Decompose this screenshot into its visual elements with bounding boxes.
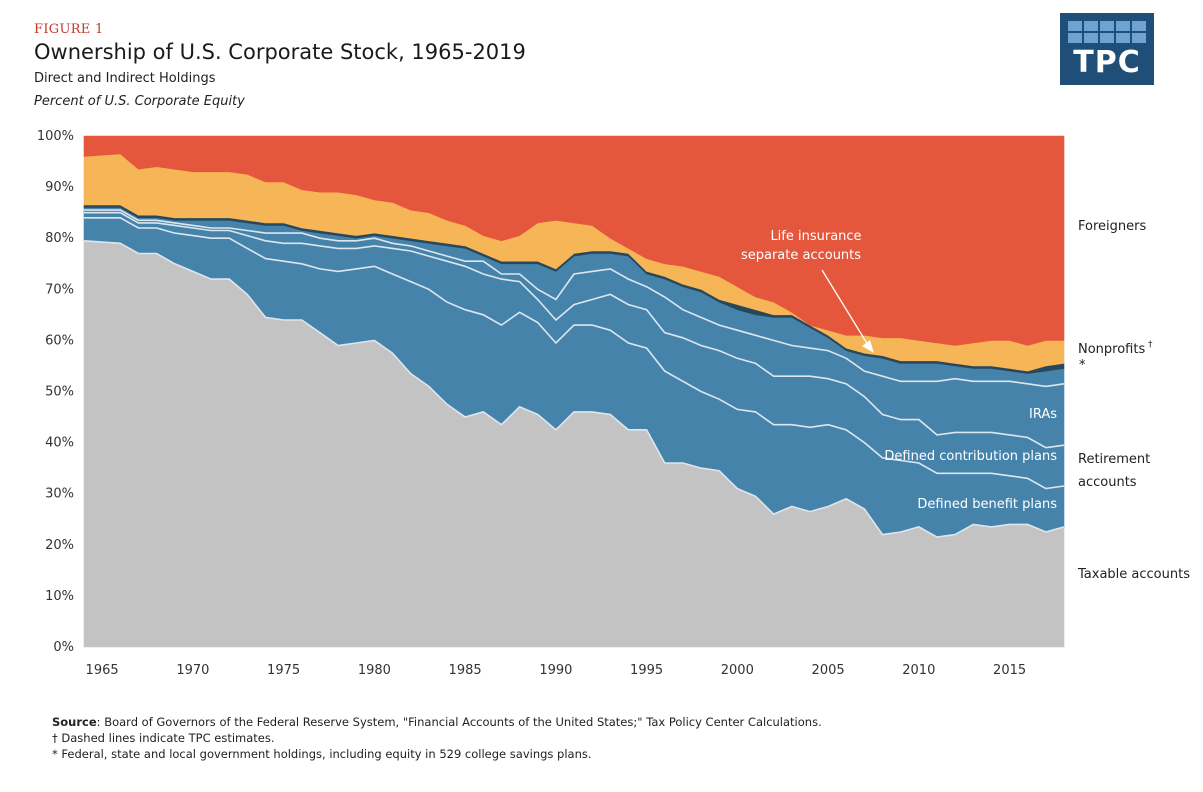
x-tick-label: 2005 [812,663,845,678]
label-nonprofits-dagger: † [1148,340,1153,350]
x-tick-label: 1990 [539,663,572,678]
area-foreigners [83,135,1065,346]
label-defined-benefit-plans: Defined benefit plans [917,497,1057,512]
dagger-note: † Dashed lines indicate TPC estimates. [52,731,275,745]
y-tick-label: 10% [45,589,74,604]
y-tick-label: 80% [45,231,74,246]
label-retirement-line1: Retirement [1078,452,1150,467]
x-tick-label: 1975 [267,663,300,678]
y-tick-label: 90% [45,180,74,195]
label-life-insurance-line2: separate accounts [741,248,861,263]
logo-grid-icon [1068,21,1146,43]
y-tick-label: 0% [53,640,74,655]
separator-taxable-accounts [83,240,1065,538]
figure-label: FIGURE 1 [34,22,104,37]
chart-units: Percent of U.S. Corporate Equity [34,94,245,109]
source-note: Source: Board of Governors of the Federa… [52,714,822,730]
x-tick-label: 1970 [176,663,209,678]
x-tick-label: 1985 [449,663,482,678]
label-iras: IRAs [1029,407,1057,422]
logo-text: TPC [1073,45,1141,80]
annotation-arrow-head [862,340,874,353]
y-tick-label: 20% [45,538,74,553]
label-foreigners: Foreigners [1078,219,1146,234]
y-tick-label: 70% [45,282,74,297]
separator-defined-benefit-plans [84,217,1065,490]
separator-defined-contribution-plans [84,211,1065,449]
x-tick-label: 1995 [630,663,663,678]
label-defined-contribution-plans: Defined contribution plans [884,449,1057,464]
series-separators [83,209,1065,538]
x-tick-label: 2000 [721,663,754,678]
y-tick-label: 30% [45,487,74,502]
label-taxable-accounts: Taxable accounts [1077,567,1190,582]
chart-notes: Source: Board of Governors of the Federa… [52,714,822,762]
x-tick-label: 2010 [902,663,935,678]
y-tick-label: 50% [45,385,74,400]
chart-title: Ownership of U.S. Corporate Stock, 1965-… [34,40,526,64]
y-tick-label: 100% [37,129,74,144]
y-axis: 0% 10% 20% 30% 40% 50% 60% 70% 80% 90% 100% [37,129,74,655]
x-tick-label: 1965 [86,663,119,678]
label-life-insurance-line1: Life insurance [770,229,861,244]
label-retirement-line2: accounts [1078,475,1137,490]
source-label: Source [52,715,97,729]
series-labels: Foreigners Nonprofits † * Retirement accounts… [741,219,1190,582]
chart-subtitle: Direct and Indirect Holdings [34,71,216,86]
x-tick-label: 2015 [993,663,1026,678]
source-text: : Board of Governors of the Federal Rese… [96,715,822,729]
asterisk-note: * Federal, state and local government ho… [52,747,592,761]
y-tick-label: 40% [45,436,74,451]
area-layers [83,135,1065,648]
x-tick-label: 1980 [358,663,391,678]
x-axis: 1965 1970 1975 1980 1985 1990 1995 2000 2005 2010… [86,663,1027,678]
label-government-asterisk: * [1079,358,1086,373]
stacked-area-chart: 0%10%20%30%40%50%60%70%80%90%100% 1965 19… [37,129,1190,678]
tpc-logo: TPC [1060,13,1154,85]
y-tick-label: 60% [45,333,74,348]
label-nonprofits: Nonprofits [1078,342,1145,357]
annotation-arrow-line [821,269,869,346]
separator-iras [84,209,1065,388]
